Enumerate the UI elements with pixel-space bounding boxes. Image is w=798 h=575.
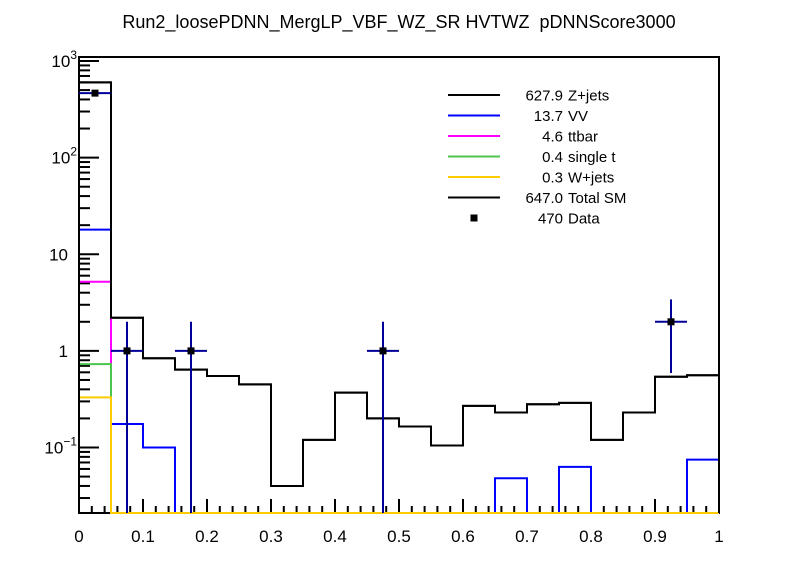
legend: 627.9 Z+jets 13.7 VV 4.6 ttbar 0.4 single t 0.3 W… — [448, 88, 626, 228]
legend-entry-name: single t — [568, 149, 616, 166]
x-axis-ticks — [78, 499, 720, 513]
legend-entry-name: Total SM — [568, 190, 626, 207]
data-marker — [379, 347, 387, 355]
legend-entry-value: 647.0 — [525, 190, 563, 207]
total-sm-histogram — [78, 81, 720, 513]
x-axis-label: 0.1 — [131, 527, 155, 546]
x-axis-label: 0.9 — [643, 527, 667, 546]
data-marker — [187, 347, 195, 355]
y-axis-ticks — [79, 59, 99, 500]
legend-marker-sample — [470, 214, 478, 222]
x-axis-label: 1 — [714, 527, 723, 546]
x-axis-label: 0 — [74, 527, 83, 546]
legend-entry-name: Data — [568, 211, 600, 228]
legend-entry-value: 0.3 — [542, 170, 563, 187]
legend-entry-value: 627.9 — [525, 88, 563, 105]
data-marker — [123, 347, 131, 355]
legend-entry-value: 13.7 — [534, 108, 563, 125]
w-jets-histogram — [78, 396, 719, 514]
x-axis-label: 0.2 — [195, 527, 219, 546]
y-axis-label: 103 — [51, 48, 77, 71]
plot-title: Run2_loosePDNN_MergLP_VBF_WZ_SR HVTWZ pD… — [122, 12, 676, 32]
y-axis-label: 102 — [51, 145, 77, 168]
data-marker — [91, 89, 99, 97]
legend-entry-name: VV — [568, 108, 588, 125]
frame-border — [78, 56, 720, 514]
series-histograms — [78, 81, 720, 514]
x-axis-labels: 0 0.1 0.2 0.3 0.4 0.5 0.6 0.7 0.8 0.9 1 — [74, 527, 723, 546]
legend-entry-value: 0.4 — [542, 149, 563, 166]
legend-entry-value: 4.6 — [542, 129, 563, 146]
x-axis-label: 0.5 — [387, 527, 411, 546]
legend-entry-name: W+jets — [568, 170, 614, 187]
legend-entry-value: 470 — [538, 211, 563, 228]
legend-entry-name: Z+jets — [568, 88, 609, 105]
x-axis-label: 0.7 — [515, 527, 539, 546]
x-axis-label: 0.6 — [451, 527, 475, 546]
x-axis-label: 0.4 — [323, 527, 347, 546]
x-axis-label: 0.3 — [259, 527, 283, 546]
y-axis-label: 10 — [49, 245, 68, 264]
data-marker — [667, 318, 675, 326]
vv-histogram — [78, 228, 720, 514]
plot-frame — [78, 56, 720, 514]
x-axis-label: 0.8 — [579, 527, 603, 546]
data-points-group — [79, 89, 687, 513]
legend-entry-name: ttbar — [568, 129, 598, 146]
y-axis-label: 1 — [59, 342, 68, 361]
y-axis-label: 10−1 — [44, 435, 77, 458]
